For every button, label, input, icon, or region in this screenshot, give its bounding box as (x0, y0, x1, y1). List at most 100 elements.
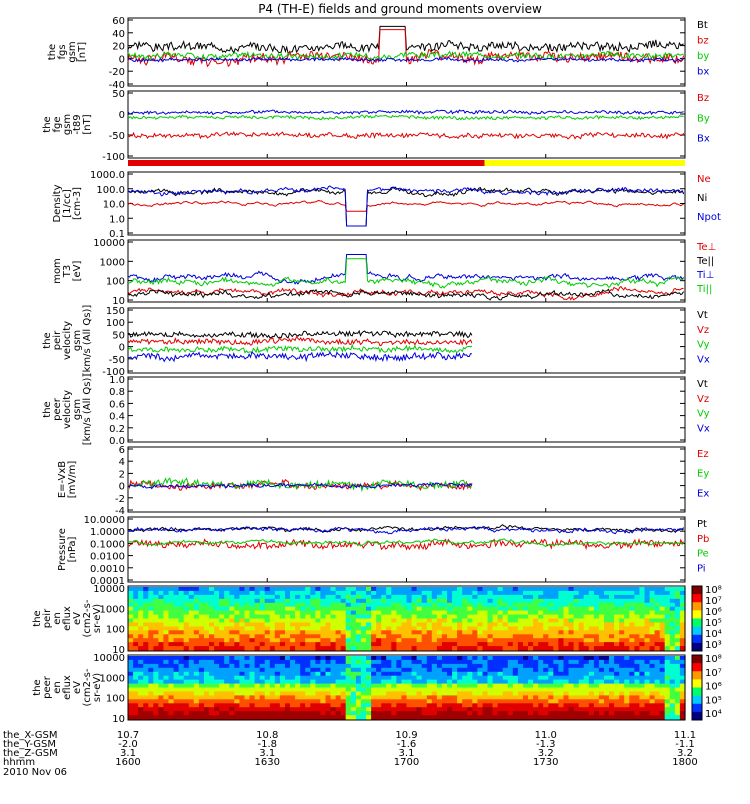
spectrogram-cell (502, 667, 509, 673)
spectrogram-cell (644, 687, 651, 692)
spectrogram-cell (355, 691, 362, 696)
spectrogram-cell (381, 602, 387, 608)
spectrogram-cell (523, 687, 529, 692)
spectrogram-cell (173, 656, 180, 661)
spectrogram-cell (528, 711, 534, 716)
spectrogram-cell (173, 699, 180, 704)
spectrogram-cell (487, 699, 494, 704)
spectrogram-cell (639, 675, 646, 681)
spectrogram-cell (553, 679, 559, 685)
spectrogram-cell (487, 614, 494, 620)
spectrogram-cell (431, 622, 438, 627)
spectrogram-cell (578, 622, 585, 627)
spectrogram-cell (497, 626, 504, 631)
spectrogram-cell (462, 606, 468, 612)
spectrogram-cell (305, 598, 311, 604)
spectrogram-cell (183, 683, 190, 689)
spectrogram-cell (457, 594, 463, 600)
spectrogram-cell (548, 614, 554, 620)
spectrogram-cell (568, 646, 575, 651)
spectrogram-cell (148, 703, 154, 708)
spectrogram-cell (148, 683, 154, 689)
spectrogram-cell (193, 711, 200, 716)
spectrogram-cell (416, 667, 423, 673)
spectrogram-cell (654, 699, 661, 704)
spectrogram-cell (604, 671, 610, 677)
spectrogram-cell (224, 667, 230, 673)
spectrogram-cell (259, 656, 266, 661)
spectrogram-cell (360, 707, 367, 712)
spectrogram-cell (264, 587, 271, 592)
spectrogram-cell (619, 691, 625, 696)
spectrogram-cell (376, 634, 382, 639)
spectrogram-cell (371, 642, 377, 647)
spectrogram-cell (482, 634, 489, 639)
y-tick-label: 100 (106, 694, 125, 705)
spectrogram-cell (502, 679, 509, 685)
spectrogram-cell (553, 606, 559, 612)
spectrogram-cell (543, 590, 549, 596)
spectrogram-cell (583, 711, 590, 716)
spectrogram-cell (320, 675, 327, 681)
spectrogram-cell (457, 671, 463, 677)
spectrogram-cell (381, 695, 387, 700)
spectrogram-cell (583, 683, 590, 689)
spectrogram-cell (629, 667, 635, 673)
spectrogram-cell (593, 630, 600, 635)
spectrogram-cell (629, 683, 635, 689)
spectrogram-cell (183, 659, 190, 665)
spectrogram-cell (421, 590, 428, 596)
spectrogram-cell (426, 610, 433, 616)
spectrogram-cell (619, 715, 625, 720)
spectrogram-cell (224, 715, 230, 720)
spectrogram-cell (279, 614, 286, 620)
spectrogram-cell (664, 638, 671, 643)
spectrogram-cell (224, 614, 230, 620)
spectrogram-cell (406, 663, 413, 669)
spectrogram-cell (614, 638, 620, 643)
spectrogram-cell (426, 606, 433, 612)
spectrogram-cell (188, 606, 195, 612)
spectrogram-cell (558, 687, 565, 692)
spectrogram-cell (619, 656, 625, 661)
spectrogram-cell (320, 663, 327, 669)
spectrogram-cell (138, 630, 144, 635)
spectrogram-cell (679, 646, 686, 651)
spectrogram-cell (239, 703, 246, 708)
spectrogram-cell (487, 590, 494, 596)
spectrogram-cell (285, 614, 291, 620)
spectrogram-cell (315, 656, 322, 661)
spectrogram-cell (457, 634, 463, 639)
spectrogram-cell (300, 594, 306, 600)
spectrogram-cell (431, 587, 438, 592)
colorbar-cell (692, 610, 702, 619)
spectrogram-cell (578, 703, 585, 708)
spectrogram-cell (315, 683, 322, 689)
spectrogram-cell (593, 691, 600, 696)
spectrogram-cell (512, 634, 519, 639)
spectrogram-cell (679, 711, 686, 716)
spectrogram-cell (487, 634, 494, 639)
spectrogram-cell (538, 656, 544, 661)
spectrogram-cell (512, 695, 519, 700)
spectrogram-cell (629, 590, 635, 596)
footer-value-y: -1.3 (536, 739, 556, 750)
spectrogram-cell (355, 711, 362, 716)
spectrogram-cell (305, 614, 311, 620)
spectrogram-cell (158, 590, 165, 596)
spectrogram-cell (168, 626, 175, 631)
spectrogram-cell (634, 618, 641, 623)
spectrogram-cell (629, 679, 635, 685)
spectrogram-cell (355, 671, 362, 677)
spectrogram-cell (649, 610, 656, 616)
spectrogram-cell (396, 614, 403, 620)
series-line-Bx (127, 109, 684, 116)
spectrogram-cell (523, 699, 529, 704)
y-tick-label: 0.4 (109, 412, 125, 423)
spectrogram-cell (507, 590, 514, 596)
spectrogram-cell (315, 707, 322, 712)
spectrogram-cell (264, 679, 271, 685)
spectrogram-cell (249, 699, 256, 704)
spectrogram-cell (219, 691, 225, 696)
